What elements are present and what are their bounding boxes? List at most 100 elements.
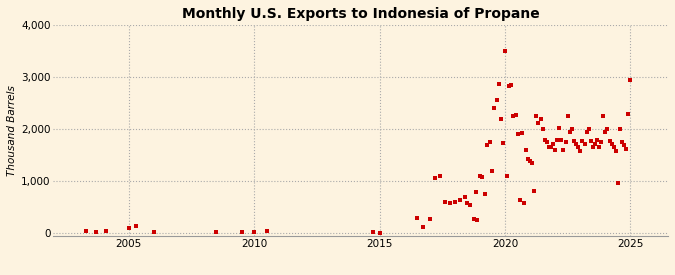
Point [558, 148, 569, 152]
Point [579, 142, 590, 146]
Point [495, 117, 506, 121]
Point [477, 175, 488, 179]
Point [462, 200, 472, 205]
Point [602, 127, 613, 131]
Point [148, 230, 159, 234]
Point [543, 145, 554, 150]
Point [450, 200, 460, 204]
Point [562, 114, 573, 118]
Point [236, 230, 247, 234]
Point [549, 148, 560, 152]
Point [491, 98, 502, 103]
Point [101, 229, 111, 233]
Point [512, 132, 523, 137]
Point [502, 174, 512, 178]
Point [464, 203, 475, 207]
Point [577, 138, 588, 143]
Point [606, 142, 617, 146]
Point [537, 127, 548, 131]
Point [439, 200, 450, 204]
Point [551, 138, 562, 142]
Point [529, 188, 540, 193]
Point [485, 140, 495, 144]
Point [604, 138, 615, 143]
Point [489, 106, 500, 111]
Point [248, 230, 259, 235]
Point [493, 82, 504, 86]
Point [617, 140, 628, 144]
Point [479, 192, 490, 197]
Point [374, 231, 385, 235]
Point [564, 130, 575, 134]
Point [508, 114, 518, 118]
Point [434, 174, 445, 178]
Point [516, 131, 527, 136]
Point [608, 145, 619, 150]
Point [531, 114, 542, 118]
Point [429, 175, 440, 180]
Point [468, 217, 479, 221]
Point [566, 127, 577, 131]
Point [475, 174, 485, 178]
Point [589, 142, 600, 146]
Point [600, 130, 611, 134]
Point [581, 130, 592, 134]
Point [487, 169, 498, 173]
Point [585, 138, 596, 143]
Point [570, 142, 581, 146]
Point [124, 226, 134, 230]
Point [504, 84, 514, 89]
Point [575, 149, 586, 153]
Point [412, 216, 423, 220]
Point [539, 138, 550, 142]
Point [583, 127, 594, 131]
Point [520, 148, 531, 152]
Point [610, 149, 621, 153]
Point [444, 201, 455, 205]
Point [556, 138, 567, 142]
Point [623, 111, 634, 116]
Point [625, 78, 636, 82]
Point [425, 217, 435, 221]
Point [518, 201, 529, 205]
Point [510, 112, 521, 117]
Point [80, 229, 91, 233]
Point [418, 225, 429, 229]
Point [560, 140, 571, 144]
Point [592, 138, 603, 142]
Point [460, 195, 470, 199]
Point [535, 117, 546, 121]
Point [131, 223, 142, 228]
Point [261, 229, 272, 233]
Point [619, 143, 630, 147]
Point [500, 49, 510, 53]
Point [211, 230, 222, 235]
Point [522, 157, 533, 161]
Point [587, 145, 598, 150]
Point [541, 140, 552, 144]
Point [593, 145, 604, 150]
Point [470, 190, 481, 194]
Point [533, 121, 544, 125]
Point [497, 141, 508, 145]
Point [612, 181, 623, 186]
Point [524, 159, 535, 164]
Point [573, 145, 584, 150]
Point [545, 145, 556, 150]
Point [454, 197, 465, 202]
Point [472, 218, 483, 222]
Point [482, 143, 493, 147]
Point [547, 142, 558, 146]
Point [614, 126, 625, 131]
Point [526, 161, 537, 165]
Point [598, 114, 609, 118]
Point [554, 125, 565, 130]
Point [506, 83, 516, 87]
Point [90, 230, 101, 234]
Point [595, 140, 606, 144]
Point [621, 147, 632, 151]
Title: Monthly U.S. Exports to Indonesia of Propane: Monthly U.S. Exports to Indonesia of Pro… [182, 7, 539, 21]
Point [568, 138, 579, 143]
Point [368, 230, 379, 234]
Y-axis label: Thousand Barrels: Thousand Barrels [7, 85, 17, 176]
